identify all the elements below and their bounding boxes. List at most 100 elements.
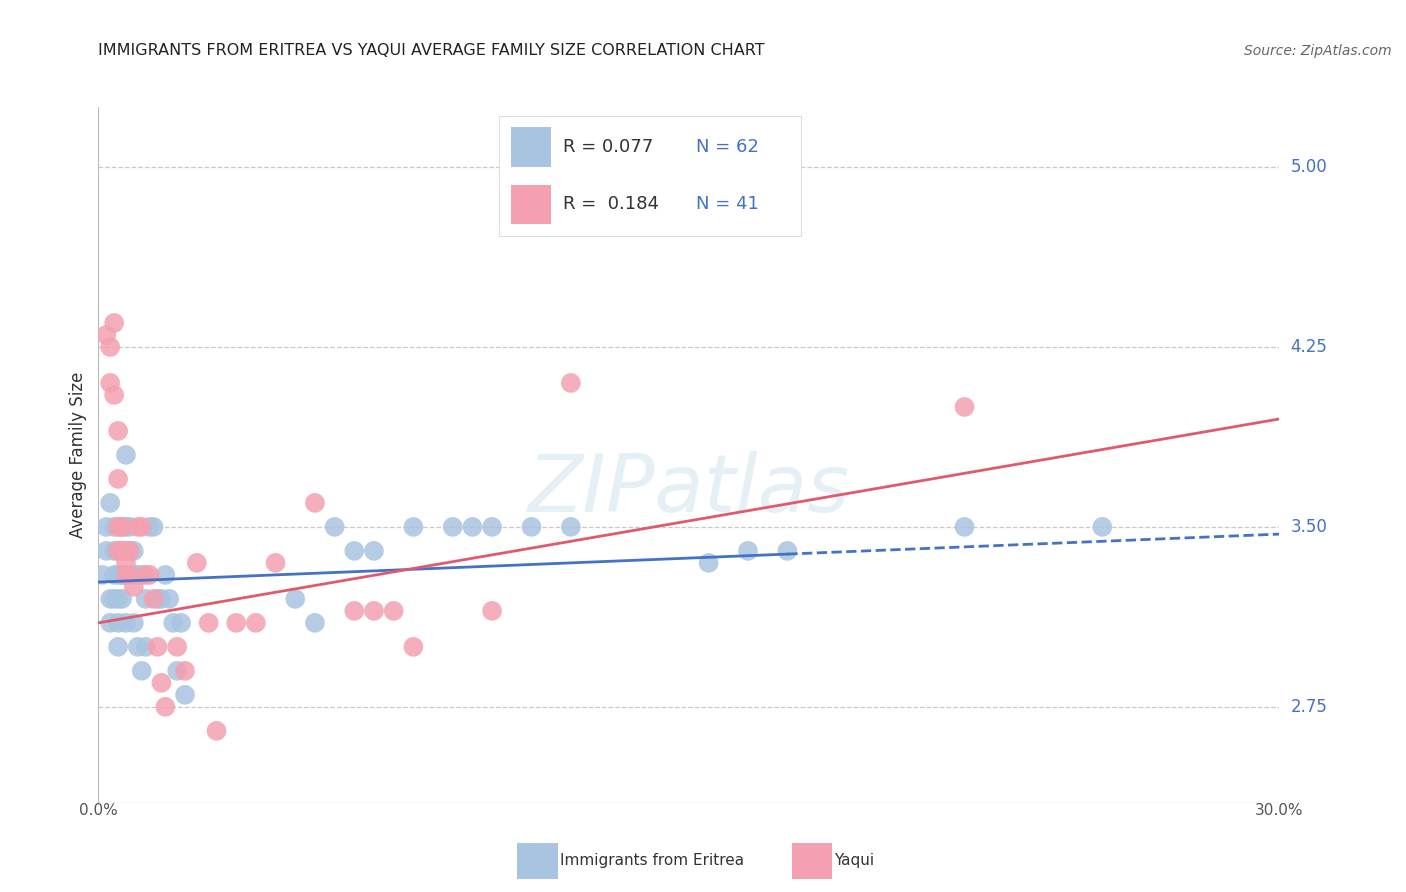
- Point: [245, 615, 267, 630]
- Point: [402, 520, 425, 534]
- Point: [131, 567, 153, 582]
- Point: [323, 520, 346, 534]
- Point: [111, 591, 134, 606]
- Point: [115, 567, 138, 582]
- Point: [107, 544, 129, 558]
- Point: [103, 567, 125, 582]
- Point: [127, 640, 149, 654]
- Point: [111, 544, 134, 558]
- Point: [96, 544, 118, 558]
- Point: [142, 591, 165, 606]
- Text: 3.50: 3.50: [1291, 518, 1327, 536]
- Point: [697, 556, 720, 570]
- Point: [131, 520, 153, 534]
- Point: [96, 520, 118, 534]
- Point: [103, 520, 125, 534]
- Point: [205, 723, 228, 738]
- Point: [107, 567, 129, 582]
- Point: [560, 520, 582, 534]
- Point: [98, 496, 121, 510]
- Point: [1091, 520, 1114, 534]
- Point: [103, 388, 125, 402]
- Point: [122, 615, 145, 630]
- Point: [146, 591, 169, 606]
- Point: [118, 567, 141, 582]
- Point: [107, 472, 129, 486]
- Point: [174, 688, 197, 702]
- Point: [162, 615, 184, 630]
- Point: [122, 567, 145, 582]
- Point: [520, 520, 543, 534]
- Point: [122, 580, 145, 594]
- Point: [118, 567, 141, 582]
- Point: [155, 567, 177, 582]
- Text: 4.25: 4.25: [1291, 338, 1327, 356]
- Point: [481, 520, 503, 534]
- Point: [264, 556, 287, 570]
- Point: [186, 556, 208, 570]
- Point: [135, 640, 157, 654]
- Point: [103, 591, 125, 606]
- Point: [174, 664, 197, 678]
- Point: [382, 604, 405, 618]
- Point: [166, 640, 188, 654]
- Point: [127, 567, 149, 582]
- Text: R = 0.077: R = 0.077: [562, 137, 652, 156]
- Text: 30.0%: 30.0%: [1256, 803, 1303, 818]
- Point: [737, 544, 759, 558]
- Point: [115, 556, 138, 570]
- Point: [343, 544, 366, 558]
- Point: [146, 640, 169, 654]
- Point: [98, 376, 121, 390]
- Point: [98, 591, 121, 606]
- Point: [122, 544, 145, 558]
- Point: [953, 400, 976, 414]
- Point: [363, 544, 385, 558]
- Point: [363, 604, 385, 618]
- Point: [118, 520, 141, 534]
- Point: [343, 604, 366, 618]
- Point: [103, 544, 125, 558]
- Text: 0.0%: 0.0%: [79, 803, 118, 818]
- Point: [150, 591, 173, 606]
- Point: [155, 699, 177, 714]
- Y-axis label: Average Family Size: Average Family Size: [69, 372, 87, 538]
- Point: [142, 520, 165, 534]
- Point: [138, 520, 160, 534]
- Text: 2.75: 2.75: [1291, 698, 1327, 716]
- Point: [115, 567, 138, 582]
- Text: Immigrants from Eritrea: Immigrants from Eritrea: [560, 854, 744, 868]
- Point: [304, 615, 326, 630]
- Point: [115, 448, 138, 462]
- Point: [111, 567, 134, 582]
- Point: [953, 520, 976, 534]
- Point: [441, 520, 464, 534]
- Point: [170, 615, 193, 630]
- Text: R =  0.184: R = 0.184: [562, 195, 658, 213]
- Point: [402, 640, 425, 654]
- Point: [115, 615, 138, 630]
- Point: [197, 615, 219, 630]
- Point: [103, 316, 125, 330]
- Bar: [512, 127, 551, 167]
- Point: [98, 615, 121, 630]
- Point: [150, 676, 173, 690]
- Point: [111, 520, 134, 534]
- Text: Yaqui: Yaqui: [834, 854, 875, 868]
- Point: [776, 544, 799, 558]
- Point: [107, 615, 129, 630]
- Point: [560, 376, 582, 390]
- Point: [107, 424, 129, 438]
- Text: IMMIGRANTS FROM ERITREA VS YAQUI AVERAGE FAMILY SIZE CORRELATION CHART: IMMIGRANTS FROM ERITREA VS YAQUI AVERAGE…: [98, 43, 765, 58]
- Text: 5.00: 5.00: [1291, 158, 1327, 176]
- Point: [304, 496, 326, 510]
- Point: [166, 664, 188, 678]
- Point: [96, 328, 118, 343]
- Point: [131, 664, 153, 678]
- Point: [98, 340, 121, 354]
- Point: [107, 591, 129, 606]
- Point: [284, 591, 307, 606]
- Point: [111, 520, 134, 534]
- Text: ZIPatlas: ZIPatlas: [527, 450, 851, 529]
- Point: [107, 544, 129, 558]
